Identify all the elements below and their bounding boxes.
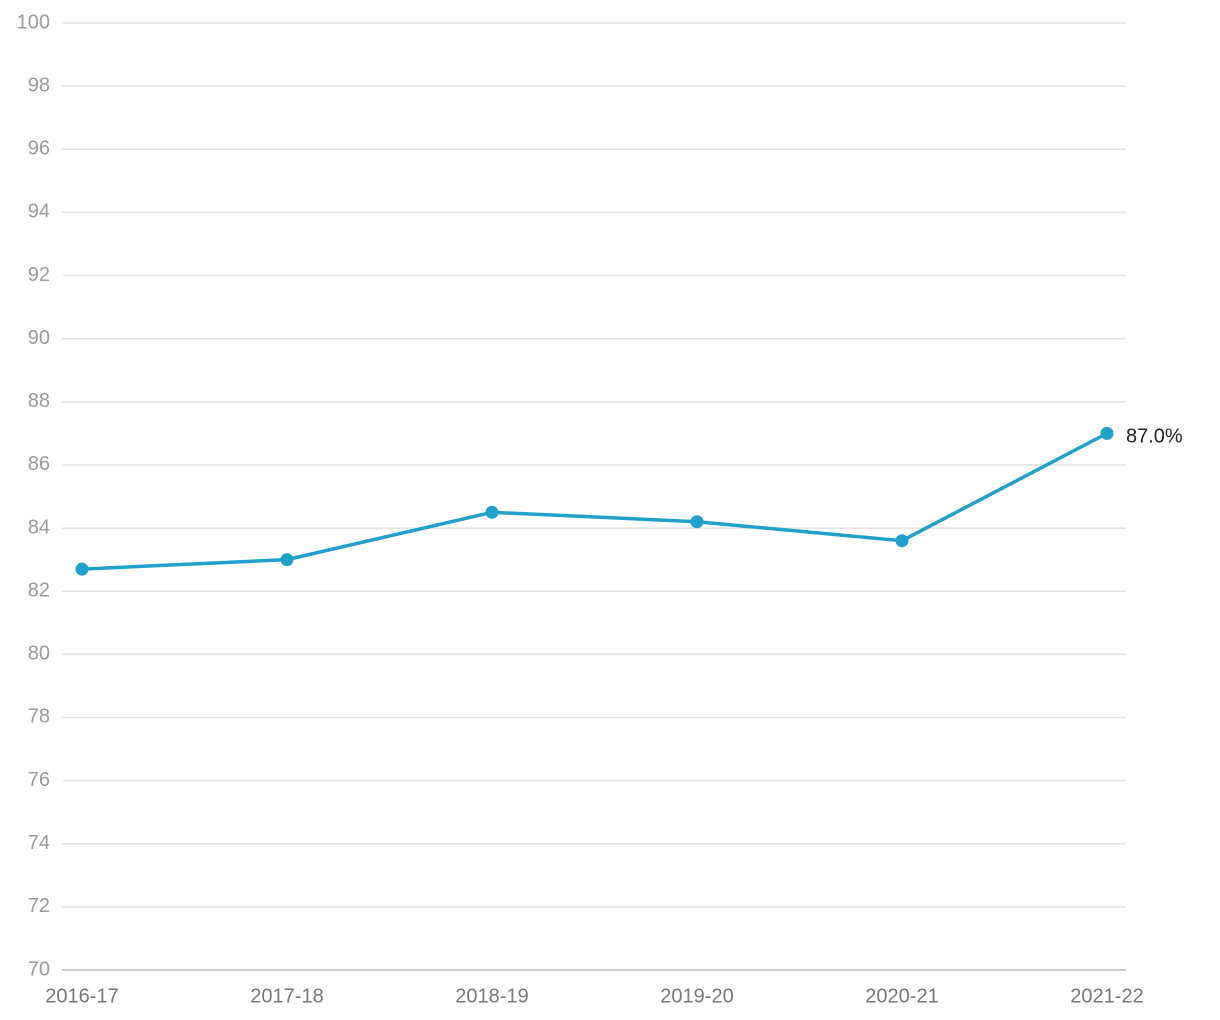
x-tick-label: 2017-18 [250,985,323,1007]
y-tick-label: 82 [28,579,50,601]
x-tick-label: 2018-19 [455,985,528,1007]
y-tick-label: 70 [28,958,50,980]
y-tick-label: 92 [28,264,50,286]
y-tick-label: 86 [28,453,50,475]
y-tick-label: 72 [28,895,50,917]
y-tick-label: 88 [28,390,50,412]
x-tick-label: 2021-22 [1070,985,1143,1007]
point [280,553,294,567]
point [895,534,909,548]
line [81,431,1108,571]
value-label: 87.0% [1126,426,1183,448]
point [1100,426,1114,440]
y-tick-label: 84 [28,516,50,538]
y-tick-label: 78 [28,706,50,728]
y-tick-label: 96 [28,138,50,160]
y-tick-label: 94 [28,201,50,223]
y-tick-label: 100 [17,11,50,33]
x-tick-label: 2020-21 [865,985,938,1007]
y-tick-label: 90 [28,327,50,349]
x-tick-label: 2019-20 [660,985,733,1007]
point [485,505,499,519]
y-tick-label: 76 [28,769,50,791]
point [75,562,89,576]
y-tick-label: 74 [28,832,50,854]
x-tick-label: 2016-17 [45,985,118,1007]
point [690,515,704,529]
y-tick-label: 98 [28,74,50,96]
y-tick-label: 80 [28,643,50,665]
